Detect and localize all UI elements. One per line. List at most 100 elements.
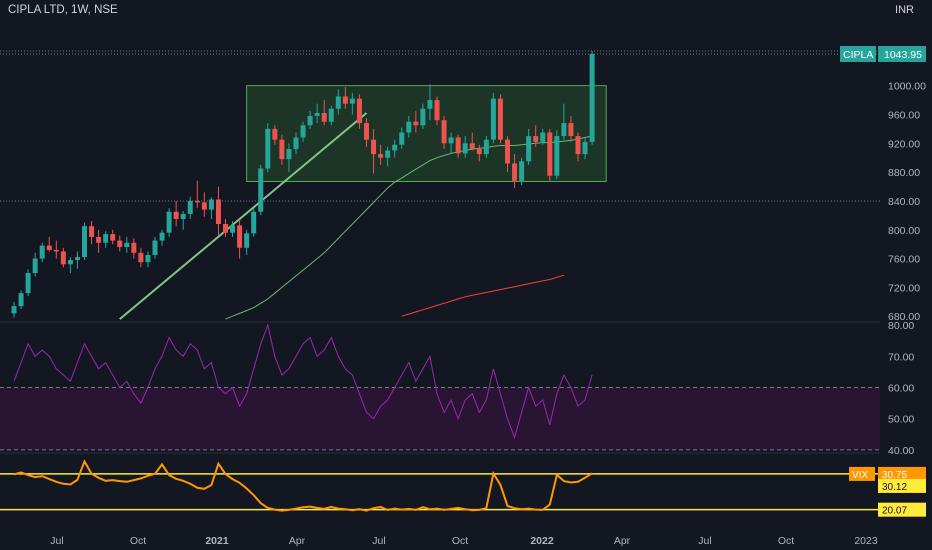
candle [561, 103, 567, 140]
last-price-value-box [878, 45, 926, 62]
candle-body [300, 125, 306, 138]
candle-body [166, 211, 172, 233]
x-tick-label: Oct [130, 535, 146, 547]
candle [32, 252, 38, 277]
candle-body [533, 136, 539, 142]
candle-body [448, 137, 454, 144]
candle [258, 164, 264, 216]
candle [519, 157, 525, 186]
candle-body [145, 254, 151, 263]
candle-body [138, 252, 144, 263]
candle [448, 132, 454, 155]
candle [385, 146, 391, 167]
candle [131, 238, 137, 259]
candle-body [152, 240, 158, 255]
candle [420, 103, 426, 129]
candle [272, 125, 278, 145]
candle-body [455, 137, 461, 154]
candle [512, 154, 518, 188]
candle [568, 115, 574, 142]
candle [39, 242, 45, 263]
candle [469, 132, 475, 151]
x-tick-label: 2021 [205, 535, 229, 547]
rsi-tick-label: 70.00 [888, 351, 914, 363]
candle-body [251, 211, 257, 234]
rsi-tick-label: 40.00 [888, 445, 914, 457]
candle [46, 236, 52, 252]
candle [582, 137, 588, 160]
candle [364, 118, 369, 147]
rsi-line [13, 323, 593, 439]
candle-body [39, 245, 45, 259]
candle [173, 200, 179, 227]
candle-body [568, 123, 574, 137]
candle-body [89, 226, 95, 237]
candle [74, 251, 80, 269]
candle [187, 196, 193, 219]
candle-body [279, 139, 285, 160]
candle [67, 257, 73, 273]
candle-body [420, 108, 426, 126]
candle-body [385, 150, 391, 158]
x-tick-label: Oct [452, 535, 468, 547]
candle [279, 134, 285, 165]
candle [497, 94, 503, 144]
price-tick-label: 960.00 [888, 109, 920, 121]
price-tick-label: 920.00 [888, 138, 920, 150]
candle-body [342, 96, 348, 104]
candle [103, 231, 109, 248]
candle-body [540, 132, 546, 142]
candle-body [582, 141, 588, 155]
candle-body [589, 53, 595, 142]
candle [335, 89, 341, 115]
candle-body [314, 113, 320, 116]
candle [399, 127, 405, 150]
candle-body [237, 225, 243, 248]
candle-body [307, 115, 313, 126]
vix-level-box [878, 502, 926, 517]
candle [60, 247, 66, 268]
candle-body [427, 100, 433, 109]
candle [18, 290, 24, 310]
candle [371, 128, 377, 174]
currency-label[interactable]: INR [895, 4, 914, 16]
chart-title: CIPLA LTD, 1W, NSE [8, 4, 118, 16]
candle [356, 94, 362, 129]
candle-body [117, 240, 123, 248]
candle-body [18, 293, 24, 307]
candle-body [441, 120, 447, 144]
last-price-symbol: CIPLA [843, 49, 873, 61]
x-tick-label: 2023 [854, 535, 878, 547]
candle [476, 144, 482, 162]
candle [145, 251, 151, 268]
candle-body [32, 258, 38, 273]
candle-body [208, 199, 214, 210]
candle-body [180, 213, 186, 219]
candle [166, 208, 172, 237]
candle-body [110, 234, 116, 241]
vix-badge: VIX 30.75 [849, 466, 926, 481]
candle [208, 197, 214, 219]
candle [159, 229, 165, 246]
candle-body [11, 306, 17, 314]
candle [392, 139, 398, 158]
x-tick-label: Apr [289, 535, 306, 547]
candle [378, 144, 384, 165]
candle-body [46, 245, 52, 250]
rsi-tick-label: 60.00 [888, 383, 914, 395]
candle-body [173, 211, 179, 219]
last-price-badge: CIPLA 1043.95 [840, 45, 926, 62]
last-price-value: 1043.95 [884, 49, 922, 61]
price-tick-label: 720.00 [888, 282, 920, 294]
vix-level-box [878, 478, 926, 493]
candle [589, 51, 595, 145]
candle-body [60, 251, 66, 265]
candle [96, 229, 102, 253]
vix-level-label: 30.12 [882, 482, 907, 493]
candle [251, 208, 257, 237]
candle [223, 218, 228, 237]
candle-body [194, 200, 200, 203]
candle-body [349, 98, 355, 104]
candle [547, 128, 553, 181]
